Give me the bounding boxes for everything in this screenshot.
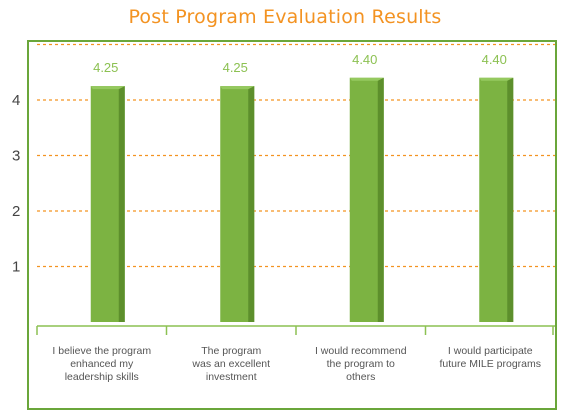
bar-side: [507, 77, 514, 322]
x-category-label: The program was an excellent investment: [192, 345, 271, 383]
bar-top: [90, 86, 125, 90]
data-label: 4.25: [223, 60, 248, 75]
y-tick-label: 1: [12, 259, 20, 276]
bar-side: [377, 77, 384, 322]
bar-top: [220, 86, 255, 90]
data-label: 4.25: [93, 60, 118, 75]
y-tick-label: 4: [12, 92, 20, 109]
bar-top: [479, 77, 514, 81]
chart-title: Post Program Evaluation Results: [128, 6, 442, 28]
bar-top: [349, 77, 384, 81]
x-category-label: I would recommend the program to others: [314, 345, 407, 383]
bar-side: [118, 86, 125, 322]
data-label: 4.40: [352, 52, 377, 67]
x-category-label: I believe the program enhanced my leader…: [52, 345, 152, 383]
y-tick-label: 3: [12, 148, 20, 165]
data-label: 4.40: [482, 52, 507, 67]
bar-side: [248, 86, 255, 322]
y-tick-label: 2: [12, 203, 20, 220]
x-category-label: I would participate future MILE programs: [439, 345, 542, 370]
